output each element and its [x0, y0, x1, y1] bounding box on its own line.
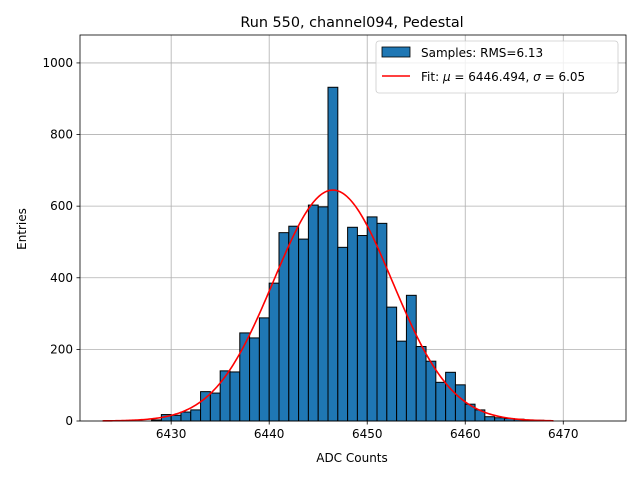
mu-symbol: μ [442, 70, 451, 84]
histogram-bar [268, 282, 280, 422]
histogram-bar [454, 384, 466, 422]
fit-curve [102, 189, 554, 422]
x-tick-label: 6450 [352, 427, 383, 441]
histogram-bar [386, 306, 398, 422]
histogram-bar [347, 226, 358, 422]
y-tick-label: 400 [50, 271, 73, 285]
y-tick-label: 1000 [42, 56, 73, 70]
y-tick-label: 800 [50, 128, 73, 142]
legend-histogram-label: Samples: RMS=6.13 [421, 46, 543, 60]
histogram-bar [170, 414, 182, 422]
mu-value: = 6446.494, [451, 70, 534, 84]
legend-box [375, 40, 619, 94]
histogram-bar [396, 340, 407, 422]
fit-prefix: Fit: [421, 70, 443, 84]
histogram-bar [307, 204, 319, 422]
histogram-bar [190, 409, 202, 422]
y-axis-label: Entries [15, 208, 29, 250]
x-tick-label: 6460 [450, 427, 481, 441]
histogram-bar [435, 381, 447, 422]
histogram-bar [209, 392, 221, 422]
histogram-bar [494, 417, 505, 422]
histogram-bar [317, 206, 329, 422]
sigma-value: = 6.05 [541, 70, 585, 84]
legend-fit-label: Fit: μ = 6446.494, σ = 6.05 [421, 70, 585, 84]
histogram-bar [405, 294, 417, 422]
histogram-bar [298, 238, 309, 422]
histogram-bar [337, 246, 349, 422]
sigma-symbol: σ [533, 70, 541, 84]
y-tick-label: 600 [50, 199, 73, 213]
x-tick-label: 6430 [156, 427, 187, 441]
histogram-bar [356, 235, 368, 422]
histogram-bar [415, 346, 427, 422]
plot-frame [79, 34, 627, 422]
histogram-bar [425, 360, 437, 422]
histogram-bar [445, 371, 456, 422]
y-tick-label: 0 [65, 414, 73, 428]
histogram-bar [327, 86, 339, 422]
x-tick-label: 6440 [254, 427, 285, 441]
legend-histogram-swatch [381, 46, 411, 58]
histogram-bar [249, 337, 260, 422]
histogram-bar [376, 222, 388, 422]
histogram-bar [278, 232, 290, 422]
histogram-bar [366, 216, 378, 422]
y-tick-label: 200 [50, 342, 73, 356]
x-axis-label: ADC Counts [316, 451, 388, 465]
histogram-bar [258, 317, 270, 422]
histogram-bar [180, 411, 192, 422]
histogram-bar [229, 371, 241, 422]
x-tick-label: 6470 [548, 427, 579, 441]
legend: Samples: RMS=6.13 Fit: μ = 6446.494, σ =… [375, 40, 619, 94]
histogram-bar [219, 370, 231, 422]
x-axis-ticks: 6430 6440 6450 6460 6470 [156, 421, 579, 441]
histogram-bar [484, 416, 496, 422]
histogram-bars [151, 86, 545, 422]
y-axis-ticks: 0 200 400 600 800 1000 [42, 56, 80, 428]
histogram-bar [288, 225, 300, 422]
chart-title: Run 550, channel094, Pedestal [240, 15, 463, 31]
